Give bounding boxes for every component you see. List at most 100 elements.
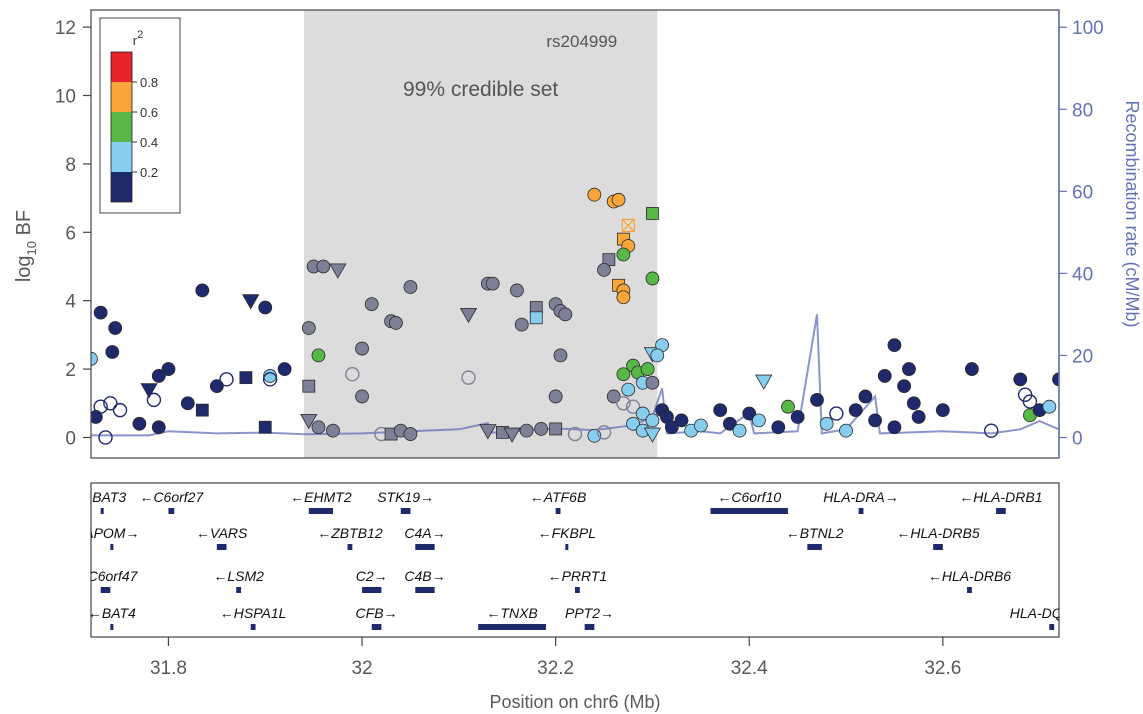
legend-label: 0.2 bbox=[140, 165, 158, 180]
ld-legend: r2 0.8 0.6 0.4 0.2 bbox=[99, 17, 181, 214]
gene-body bbox=[1049, 624, 1055, 630]
snp-point bbox=[316, 259, 331, 274]
legend-swatch bbox=[111, 142, 132, 172]
snp-point bbox=[810, 392, 824, 407]
snp-point bbox=[732, 423, 747, 438]
snp-point bbox=[616, 367, 631, 382]
snp-point bbox=[132, 416, 147, 431]
snp-point bbox=[911, 410, 926, 424]
gene-body bbox=[555, 508, 561, 514]
gene-label: ←BAT4 bbox=[88, 605, 136, 621]
snp-point bbox=[146, 392, 162, 408]
legend-bar-border bbox=[110, 51, 133, 203]
gene-label: ←BAT3 bbox=[78, 489, 126, 505]
x-tick-label: 32.6 bbox=[924, 658, 961, 679]
snp-point bbox=[242, 294, 260, 310]
y-tick-label: 0 bbox=[65, 428, 76, 449]
gene-label: ←EHMT2 bbox=[290, 489, 352, 505]
gene-label: HLA-DQA1→ bbox=[1010, 605, 1094, 621]
snp-point bbox=[558, 307, 573, 322]
y2-tick-label: 100 bbox=[1072, 18, 1104, 39]
gene-label: ←HSPA1L bbox=[220, 605, 287, 621]
snp-point bbox=[645, 271, 660, 286]
snp-point bbox=[611, 192, 626, 207]
gene-label: C4B→ bbox=[404, 568, 445, 584]
gene-label: ←LSM2 bbox=[213, 568, 264, 584]
snp-point bbox=[108, 321, 123, 335]
snp-point bbox=[1052, 372, 1059, 387]
gene-body bbox=[100, 587, 111, 593]
snp-point bbox=[195, 283, 210, 298]
y-tick-label: 6 bbox=[65, 223, 76, 244]
snp-point bbox=[91, 410, 103, 424]
snp-point bbox=[519, 423, 534, 438]
snp-point bbox=[529, 311, 543, 325]
snp-point bbox=[877, 369, 892, 383]
gene-body bbox=[308, 508, 333, 514]
snp-point bbox=[897, 379, 912, 394]
y-tick-label: 12 bbox=[55, 18, 76, 39]
snp-point bbox=[621, 218, 635, 233]
snp-point bbox=[742, 406, 757, 421]
snp-point bbox=[98, 430, 113, 445]
snp-point bbox=[858, 389, 873, 404]
y2-tick-label: 0 bbox=[1072, 428, 1083, 449]
snp-point bbox=[503, 427, 521, 443]
x-tick-label: 32 bbox=[351, 658, 372, 679]
snp-point-x bbox=[621, 218, 635, 232]
snp-point bbox=[534, 422, 549, 436]
y2-tick-label: 60 bbox=[1072, 182, 1093, 203]
legend-swatch bbox=[111, 52, 132, 82]
snp-point bbox=[829, 406, 844, 421]
snp-point bbox=[461, 370, 476, 385]
snp-point bbox=[151, 369, 166, 383]
snp-point bbox=[1022, 394, 1038, 409]
gene-body bbox=[807, 544, 822, 550]
snp-point bbox=[887, 420, 902, 435]
gene-body bbox=[565, 544, 569, 550]
snp-point bbox=[91, 351, 98, 366]
gene-body bbox=[168, 508, 175, 514]
snp-point bbox=[781, 399, 795, 414]
gene-label: ←C6orf10 bbox=[717, 489, 781, 505]
gene-body bbox=[858, 508, 864, 514]
gene-body bbox=[371, 624, 382, 630]
snp-point bbox=[140, 383, 158, 399]
gene-label: ←VARS bbox=[196, 525, 248, 541]
gene-label: ←ATF6B bbox=[530, 489, 587, 505]
snp-point bbox=[643, 427, 662, 443]
snp-point bbox=[479, 424, 497, 440]
snp-point bbox=[459, 307, 478, 324]
snp-point bbox=[674, 413, 689, 428]
snp-point bbox=[935, 403, 950, 418]
association-plot: 99% credible set rs204999 bbox=[91, 10, 1059, 458]
snp-point bbox=[713, 403, 728, 418]
snp-point bbox=[258, 300, 273, 315]
snp-point bbox=[722, 416, 737, 431]
gene-body bbox=[362, 587, 382, 593]
gene-body bbox=[110, 544, 114, 550]
snp-point bbox=[621, 382, 636, 397]
credible-set-shading bbox=[303, 10, 658, 458]
snp-point bbox=[364, 297, 379, 312]
snp-point bbox=[1042, 399, 1057, 414]
gene-body bbox=[250, 624, 256, 630]
snp-point bbox=[548, 389, 563, 404]
x-tick-label: 31.8 bbox=[150, 658, 187, 679]
legend-label: 0.6 bbox=[140, 105, 158, 120]
y2-tick-label: 40 bbox=[1072, 264, 1093, 285]
gene-body bbox=[478, 624, 546, 630]
gene-label: APOM→ bbox=[83, 525, 139, 541]
gene-track: ←BAT3 ←C6orf27 ←EHMT2 STK19→ ←ATF6B ←C6orf10 H… bbox=[78, 482, 1094, 638]
snp-point bbox=[645, 375, 660, 390]
snp-point bbox=[345, 367, 360, 382]
snp-point bbox=[848, 403, 863, 418]
gene-label: ←BTNL2 bbox=[786, 525, 844, 541]
x-tick-label: 32.2 bbox=[537, 658, 574, 679]
snp-point bbox=[906, 396, 921, 411]
snp-point bbox=[105, 345, 120, 359]
snp-point bbox=[984, 423, 999, 438]
snp-point bbox=[646, 207, 659, 220]
axes: 0 2 4 6 8 10 12 0 20 40 60 80 100 log10 BF Recombinati… bbox=[13, 9, 1142, 712]
snp-point bbox=[263, 369, 277, 383]
